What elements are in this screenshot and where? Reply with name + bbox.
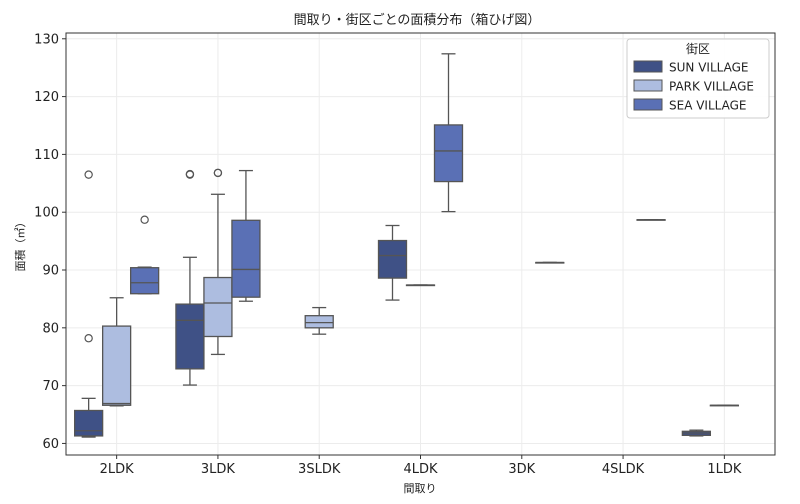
box-iqr (175, 303, 205, 370)
x-tick-label: 3LDK (201, 462, 236, 477)
legend-label: PARK VILLAGE (669, 80, 754, 94)
y-axis-label: 面積（㎡） (13, 217, 27, 272)
y-tick-label: 90 (42, 264, 59, 279)
y-tick-label: 120 (34, 90, 59, 105)
box-iqr (433, 124, 464, 183)
legend-title: 街区 (686, 42, 710, 56)
y-tick-label: 110 (34, 148, 59, 163)
outlier-point (84, 170, 93, 179)
box-iqr (73, 409, 104, 437)
y-tick-label: 130 (34, 32, 59, 47)
y-tick-label: 100 (34, 206, 59, 221)
box-iqr (377, 239, 408, 279)
x-axis: 2LDK 3LDK 3SLDK 4LDK 3DK 4SLDK 1LDK (100, 455, 742, 477)
legend: 街区 SUN VILLAGE PARK VILLAGE SEA VILLAGE (626, 38, 770, 119)
legend-swatch (633, 60, 663, 73)
box-iqr (203, 276, 233, 338)
outlier-point (185, 169, 195, 179)
box-iqr (231, 219, 261, 298)
box-series (73, 53, 740, 438)
outlier-point (84, 334, 93, 343)
grid-lines (66, 33, 775, 455)
y-tick-label: 60 (42, 437, 59, 452)
x-tick-label: 1LDK (707, 462, 742, 477)
x-tick-label: 4SLDK (602, 462, 645, 477)
outlier-point (213, 168, 223, 178)
legend-swatch (633, 79, 663, 92)
legend-label: SEA VILLAGE (669, 99, 747, 113)
chart-title: 間取り・街区ごとの面積分布（箱ひげ図） (294, 12, 541, 28)
legend-frame (626, 38, 770, 119)
outlier-point (140, 215, 149, 224)
box-iqr (304, 315, 334, 329)
x-tick-label: 3DK (508, 462, 535, 477)
legend-swatch (633, 98, 663, 111)
y-tick-label: 70 (42, 379, 59, 394)
x-tick-label: 2LDK (100, 462, 135, 477)
legend-label: SUN VILLAGE (669, 61, 748, 75)
x-tick-label: 4LDK (403, 462, 438, 477)
x-tick-label: 3SLDK (298, 462, 341, 477)
box-iqr (101, 325, 132, 406)
y-tick-label: 80 (42, 321, 59, 336)
box-iqr (129, 267, 160, 295)
y-axis: 60 70 80 90 100 110 120 130 (34, 32, 66, 452)
x-axis-label: 間取り (404, 482, 437, 495)
